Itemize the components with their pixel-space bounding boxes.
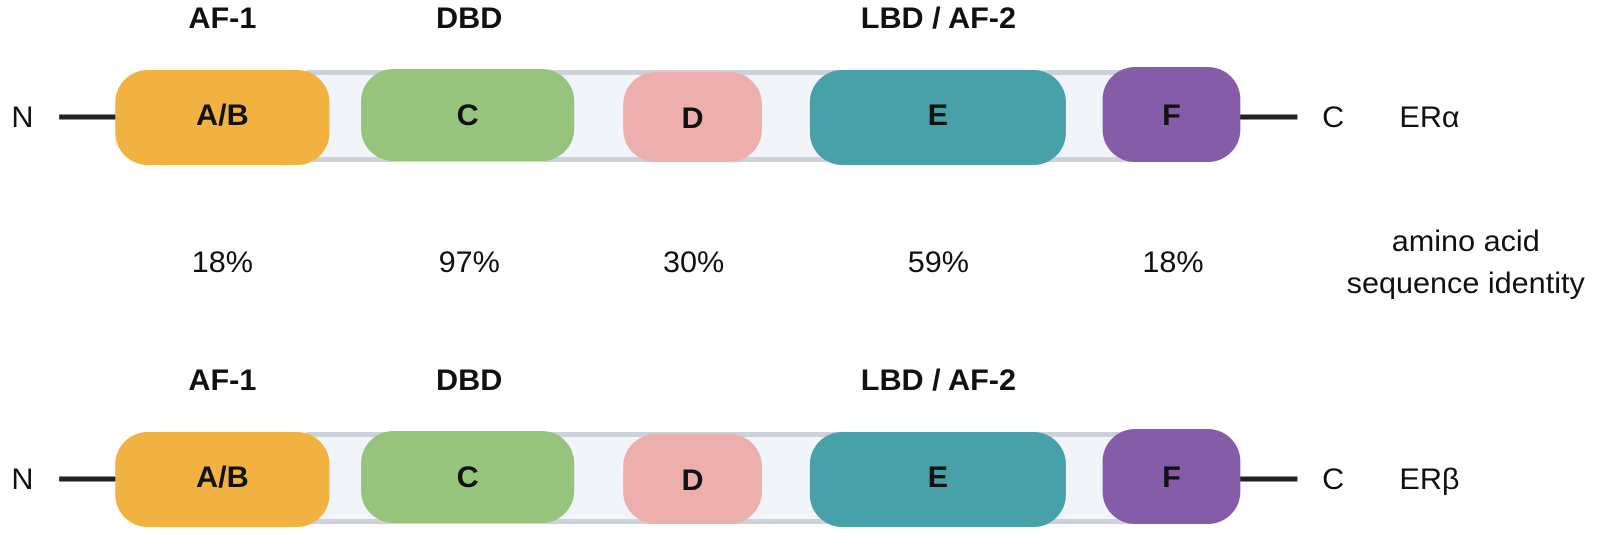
domain-label: A/B [196,99,249,132]
region-label: AF-1 [188,2,256,35]
diagram-body: A/B C D E F AF-1 DBD LBD / AF-2 N C ERα A/B C D E F AF-1… [11,2,1586,527]
domain-label: D [682,464,704,497]
domain-box [1102,429,1241,524]
domain-box [623,72,762,162]
domain-label: A/B [196,461,249,494]
domain-label: C [457,99,479,132]
domain-box [809,432,1066,527]
region-label: DBD [436,364,502,397]
n-label: N [11,101,33,134]
domain-box [115,70,330,165]
domain-box [361,69,575,161]
n-label: N [11,463,33,496]
domain-label: F [1162,461,1181,494]
domain-box [361,431,575,523]
c-label: C [1322,101,1344,134]
domain-box [115,432,330,527]
domain-label: F [1162,99,1181,132]
region-label: LBD / AF-2 [861,364,1016,397]
domain-label: C [457,461,479,494]
identity-value: 97% [439,246,500,279]
protein-row: A/B C D E F AF-1 DBD LBD / AF-2 N C ERα [11,2,1460,165]
region-label: AF-1 [188,364,256,397]
protein-name: ERα [1399,101,1459,134]
identity-value: 18% [1142,246,1203,279]
domain-label: E [928,99,948,132]
c-label: C [1322,463,1344,496]
domain-label: E [928,461,948,494]
identity-label: amino acid [1392,225,1540,258]
domain-box [623,434,762,524]
region-label: DBD [436,2,502,35]
identity-value: 30% [663,246,724,279]
identity-value: 59% [908,246,969,279]
protein-row: A/B C D E F AF-1 DBD LBD / AF-2 N C ERβ [11,364,1460,527]
domain-box [1102,67,1241,162]
identity-label: sequence identity [1347,267,1586,300]
region-label: LBD / AF-2 [861,2,1016,35]
domain-box [809,70,1066,165]
identity-value: 18% [192,246,253,279]
domain-label: D [682,102,704,135]
protein-name: ERβ [1399,463,1459,496]
